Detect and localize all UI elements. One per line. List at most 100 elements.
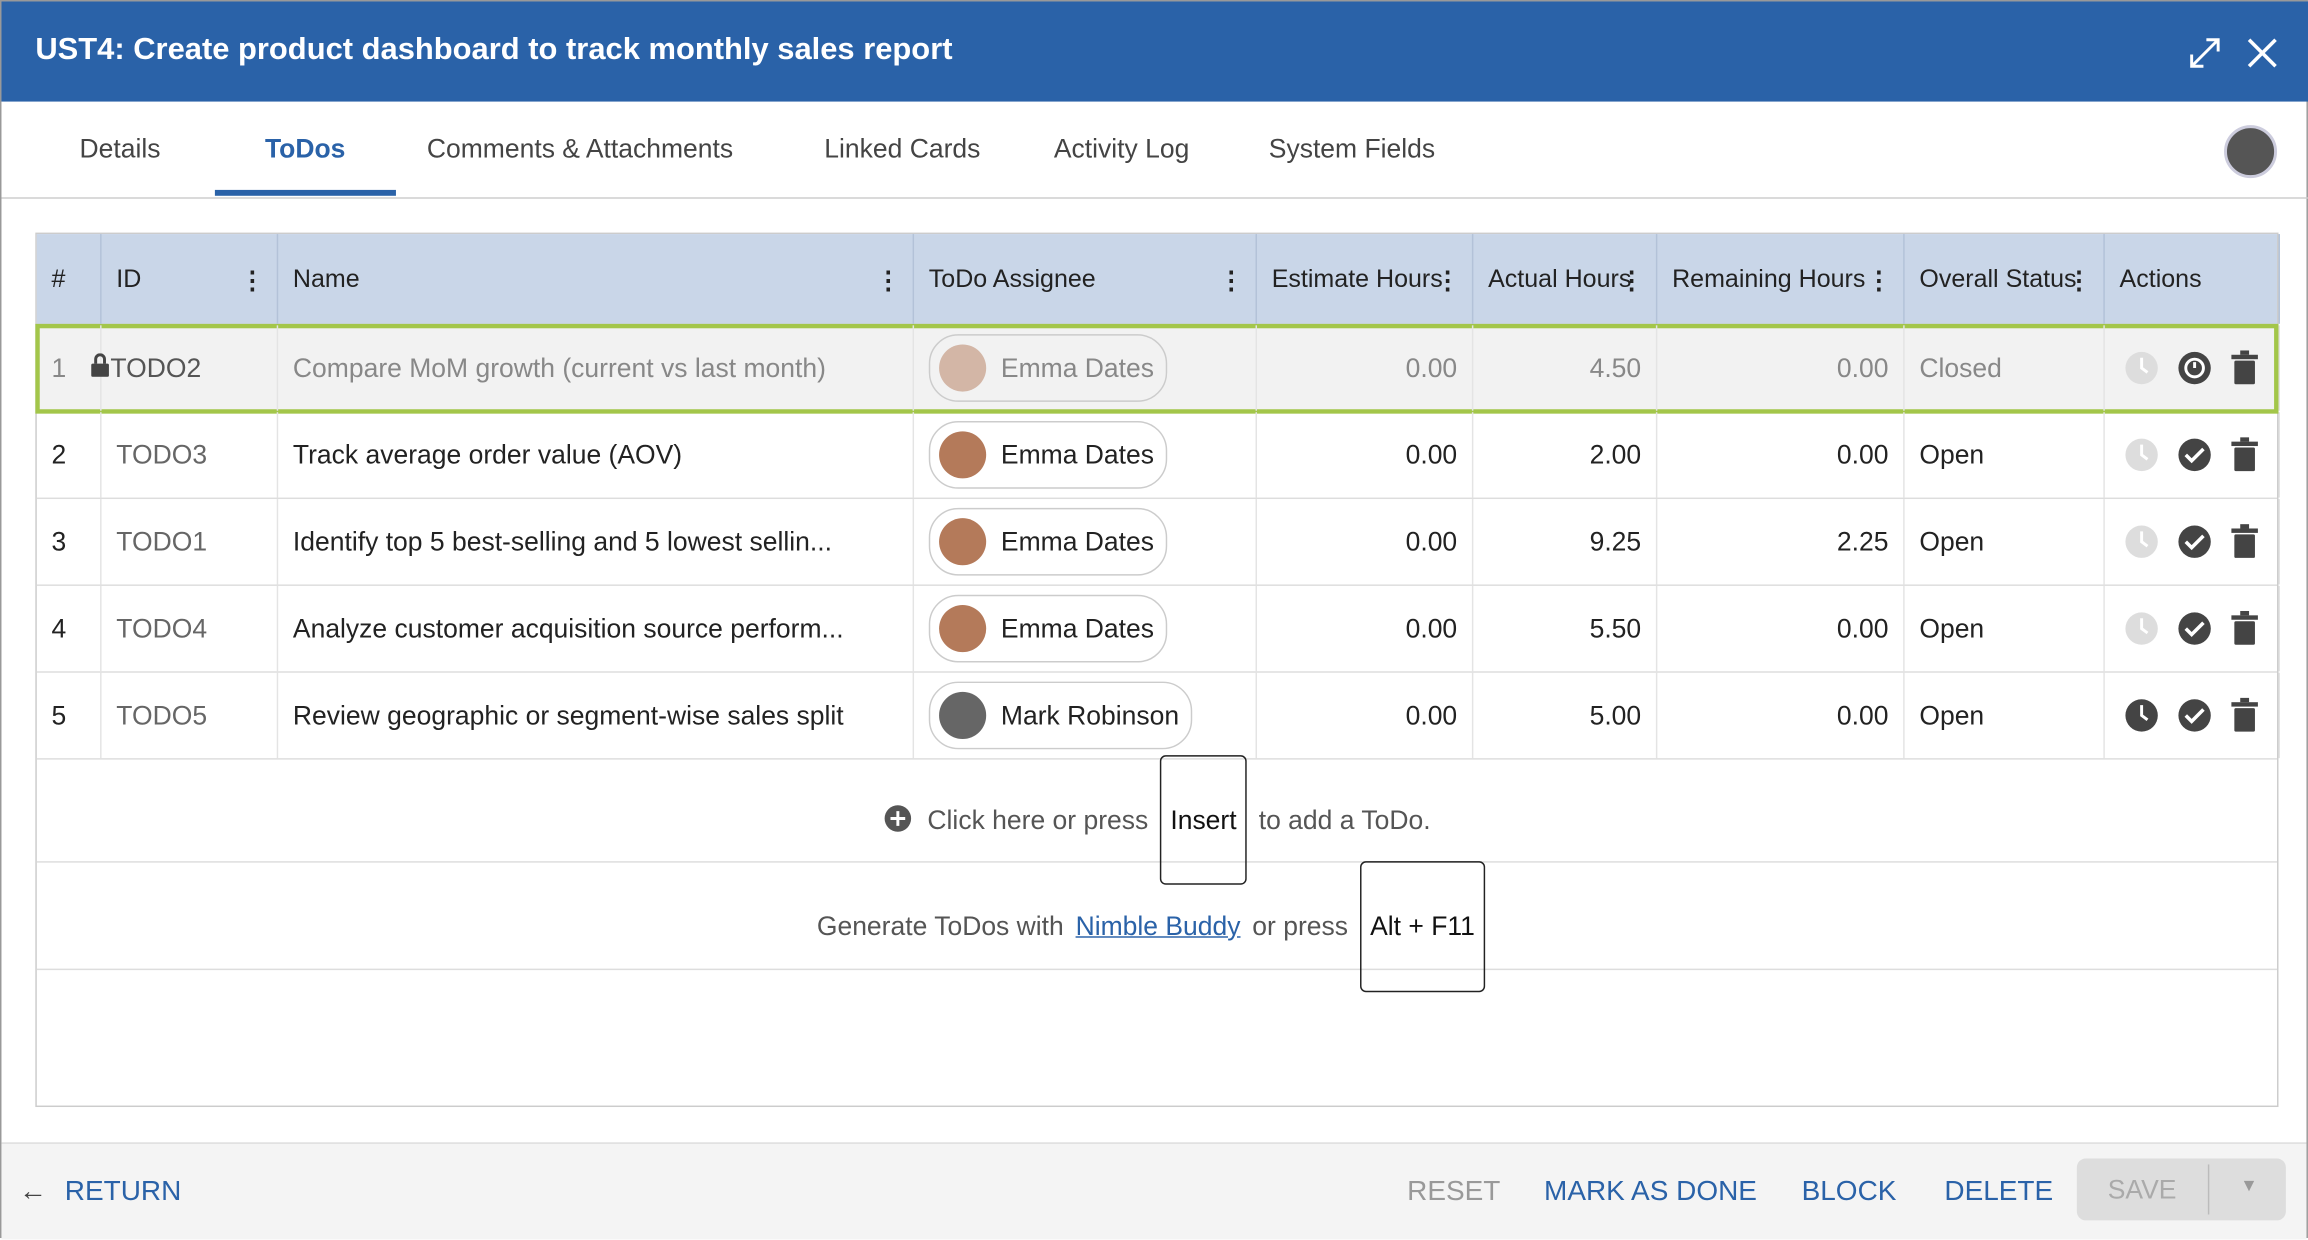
column-header: ID ⋮ xyxy=(102,234,279,324)
close-button[interactable] xyxy=(2246,37,2278,69)
header-row: # ID ⋮ Name ⋮ ToDo Assignee ⋮ Estimate Hours ⋮ Ac… xyxy=(36,234,2280,326)
status: Open xyxy=(1905,585,2105,672)
tab[interactable]: ToDos xyxy=(264,133,346,164)
column-menu[interactable]: ⋮ xyxy=(1866,266,1892,295)
column-menu[interactable]: ⋮ xyxy=(239,266,265,295)
hours: 2.00 xyxy=(1473,412,1658,498)
todo-row[interactable]: 3 TODO1 Identify top 5 best-selling and 5 … xyxy=(36,499,2280,586)
row-number: 2 xyxy=(37,412,102,498)
assignee-chip[interactable]: Emma Dates xyxy=(928,334,1168,402)
footer: ← RETURN RESET MARK AS DONE BLOCK DELETE … xyxy=(1,1142,2307,1240)
clock-button[interactable] xyxy=(2124,437,2159,472)
tab[interactable]: Activity Log xyxy=(1053,133,1190,164)
row-number: 5 xyxy=(37,672,102,759)
column-menu[interactable]: ⋮ xyxy=(1218,266,1244,295)
todo-id-text: TODO3 xyxy=(116,439,208,469)
tab[interactable]: Comments & Attachments xyxy=(426,133,734,164)
column-header: ToDo Assignee ⋮ xyxy=(914,234,1258,324)
todo-id-text: TODO5 xyxy=(116,699,208,730)
todo-row[interactable]: 4 TODO4 Analyze customer acquisition sourc… xyxy=(36,585,2280,673)
dialog-title: UST4: Create product dashboard to track … xyxy=(35,32,953,67)
assignee-avatar xyxy=(939,691,987,739)
hours: 4.50 xyxy=(1473,325,1658,411)
generate-hint: Generate ToDos with Nimble Buddy or press A… xyxy=(36,861,2278,993)
hours: 0.00 xyxy=(1657,325,1905,411)
assignee-chip[interactable]: Emma Dates xyxy=(928,594,1168,663)
trash-button[interactable] xyxy=(2230,610,2259,646)
delete-button[interactable]: DELETE xyxy=(1944,1176,2054,1208)
hint-text: Generate ToDos with xyxy=(816,911,1064,941)
assignee-chip[interactable]: Mark Robinson xyxy=(928,681,1193,750)
status: Open xyxy=(1905,672,2105,759)
todo-row[interactable]: 5 TODO5 Review geographic or segment-wise … xyxy=(36,672,2280,760)
check-button[interactable] xyxy=(2177,611,2212,646)
column-header: Actual Hours ⋮ xyxy=(1473,234,1658,324)
expand-button[interactable] xyxy=(2189,37,2221,69)
clock-button[interactable] xyxy=(2124,350,2159,385)
check-button[interactable] xyxy=(2177,437,2212,472)
actions xyxy=(2105,412,2280,498)
tab-bar: Details ToDos Comments & Attachments Linked… xyxy=(1,102,2308,199)
trash-button[interactable] xyxy=(2230,350,2259,385)
todo-name: Identify top 5 best-selling and 5 lowest… xyxy=(278,499,915,585)
actions xyxy=(2105,672,2280,759)
hours: 0.00 xyxy=(1657,672,1905,759)
hours: 0.00 xyxy=(1257,499,1474,585)
trash-button[interactable] xyxy=(2230,697,2259,733)
assignee-name: Mark Robinson xyxy=(1000,699,1180,730)
assignee: Mark Robinson xyxy=(914,672,1258,759)
todo-id: TODO1 xyxy=(102,499,279,585)
add-icon xyxy=(884,805,912,832)
row-number: 3 xyxy=(37,499,102,585)
assignee-chip[interactable]: Emma Dates xyxy=(928,507,1168,576)
column-menu[interactable]: ⋮ xyxy=(2066,266,2092,295)
todo-id: TODO2 xyxy=(90,325,279,411)
todo-row[interactable]: 1 TODO2 Compare MoM growth (current vs las… xyxy=(35,323,2280,414)
todo-id-text: TODO2 xyxy=(110,352,202,383)
status: Closed xyxy=(1905,325,2105,411)
assignee-name: Emma Dates xyxy=(1000,352,1155,383)
assignee-avatar xyxy=(939,518,987,566)
trash-button[interactable] xyxy=(2230,437,2259,472)
user-avatar[interactable] xyxy=(2224,125,2278,179)
clock-button[interactable] xyxy=(2124,524,2159,559)
status: Open xyxy=(1905,412,2105,498)
column-header: Estimate Hours ⋮ xyxy=(1257,234,1474,324)
trash-button[interactable] xyxy=(2230,524,2259,559)
hours: 5.50 xyxy=(1473,585,1658,672)
column-menu[interactable]: ⋮ xyxy=(875,266,901,295)
todo-id: TODO3 xyxy=(102,412,279,498)
actions xyxy=(2105,325,2280,411)
assignee-chip[interactable]: Emma Dates xyxy=(928,421,1168,489)
row-number: 4 xyxy=(37,585,102,672)
reset-button[interactable]: RESET xyxy=(1407,1176,1501,1208)
assignee-avatar xyxy=(939,605,987,653)
key: Alt + F11 xyxy=(1359,861,1486,993)
nimble-buddy-link[interactable]: Nimble Buddy xyxy=(1075,911,1241,941)
check-button[interactable] xyxy=(2177,524,2212,559)
assignee-avatar xyxy=(939,431,987,479)
column-menu[interactable]: ⋮ xyxy=(1435,266,1461,295)
tab[interactable]: System Fields xyxy=(1268,133,1436,164)
clock-button[interactable] xyxy=(2124,698,2159,733)
column-header: Remaining Hours ⋮ xyxy=(1657,234,1905,324)
check-button[interactable] xyxy=(2177,698,2212,733)
hint-text: to add a ToDo. xyxy=(1258,805,1431,835)
save-button[interactable]: SAVE ▼ xyxy=(2076,1158,2286,1221)
hours: 9.25 xyxy=(1473,499,1658,585)
todo-row[interactable]: 2 TODO3 Track average order value (AOV) Emm… xyxy=(36,412,2280,500)
return-button[interactable]: ← RETURN xyxy=(19,1176,182,1208)
assignee-avatar xyxy=(939,344,987,392)
tab[interactable]: Linked Cards xyxy=(824,133,981,164)
clock-button[interactable] xyxy=(2124,611,2159,646)
reopen-button[interactable] xyxy=(2177,350,2212,385)
todo-id: TODO5 xyxy=(102,672,279,759)
mark-done-button[interactable]: MARK AS DONE xyxy=(1544,1176,1757,1208)
add-todo-hint[interactable]: Click here or press Insert to add a ToDo. xyxy=(36,755,2278,885)
tab[interactable]: Details xyxy=(79,133,161,164)
column-header: Name ⋮ xyxy=(278,234,915,324)
column-menu[interactable]: ⋮ xyxy=(1619,266,1645,295)
todo-name: Track average order value (AOV) xyxy=(278,412,915,498)
block-button[interactable]: BLOCK xyxy=(1801,1176,1897,1208)
